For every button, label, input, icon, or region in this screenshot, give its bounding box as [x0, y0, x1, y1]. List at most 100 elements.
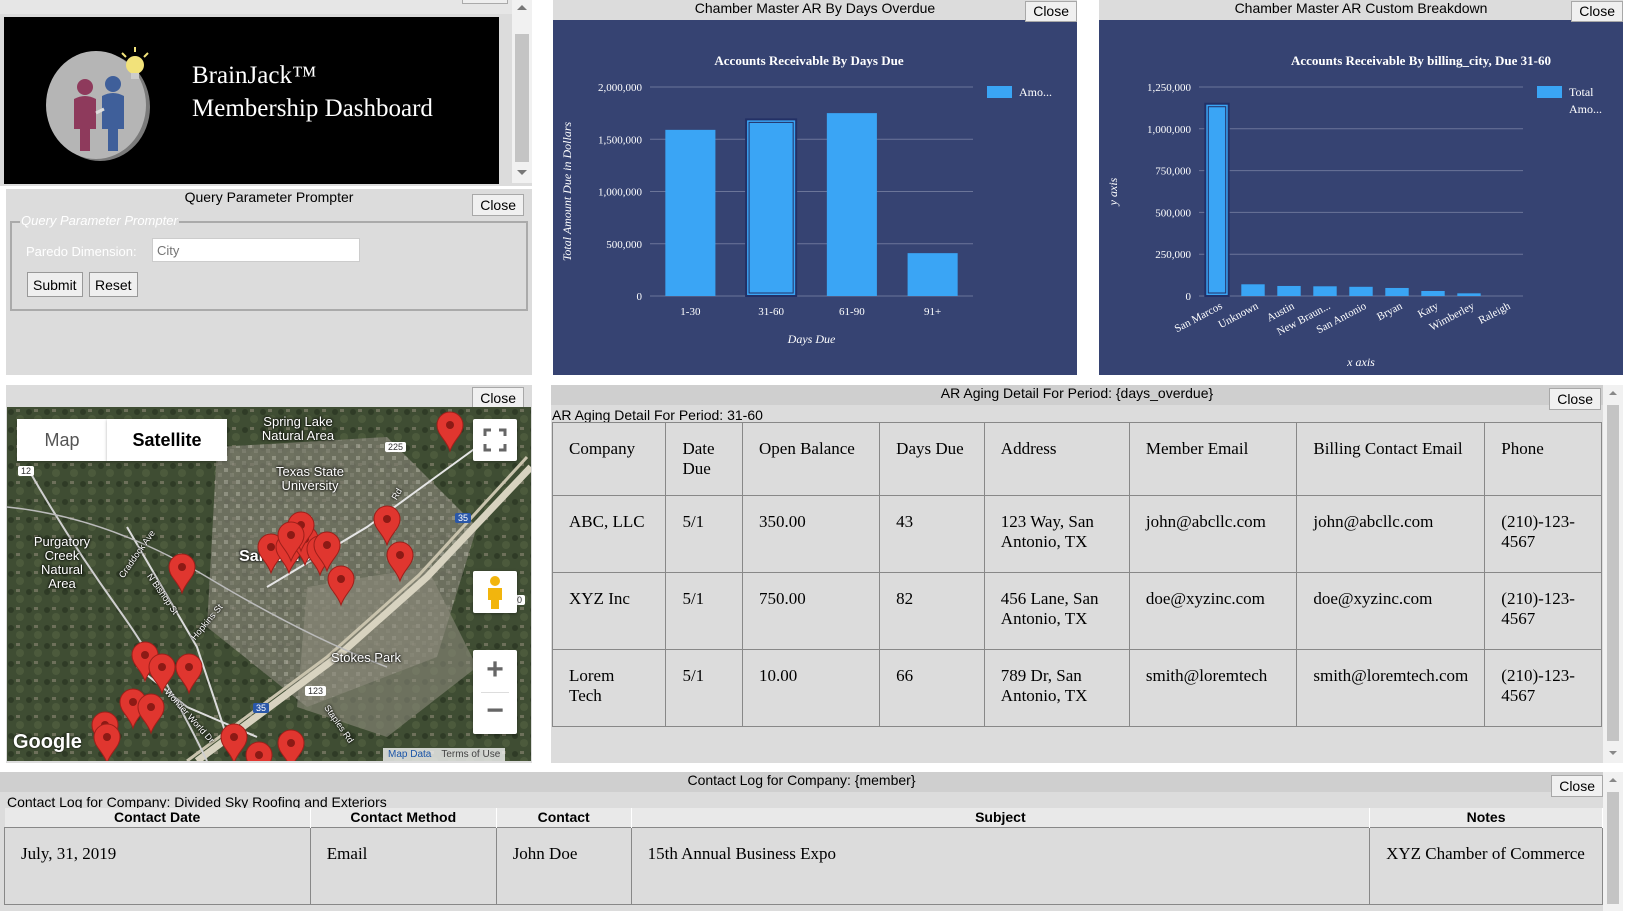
map-marker-icon[interactable]	[277, 729, 305, 761]
map-marker-icon[interactable]	[168, 553, 196, 595]
table-cell: 5/1	[665, 572, 744, 650]
table-row[interactable]: Lorem Tech 5/1 10.00 66 789 Dr, San Anto…	[551, 649, 1602, 727]
table-row[interactable]: July, 31, 2019 Email John Doe 15th Annua…	[4, 826, 1603, 905]
ar-custom-close-button[interactable]: Close	[1571, 1, 1623, 22]
logo-close-button[interactable]	[462, 0, 508, 4]
ar-days-chart-panel: Chamber Master AR By Days Overdue Close …	[553, 0, 1077, 375]
road-shield-12: 12	[18, 466, 35, 476]
table-row[interactable]: XYZ Inc 5/1 750.00 82 456 Lane, San Anto…	[551, 572, 1602, 650]
legend-label: Amo...	[1569, 102, 1602, 116]
chart-bar	[826, 113, 877, 296]
chart-bar	[1457, 293, 1481, 296]
road-shield-123: 123	[305, 686, 327, 696]
map-marker-icon[interactable]	[245, 741, 273, 761]
table-cell: July, 31, 2019	[4, 826, 311, 905]
contact-log-close-button[interactable]: Close	[1551, 775, 1603, 797]
x-tick-label: Unknown	[1216, 300, 1260, 331]
brand-subtitle: Membership Dashboard	[192, 95, 433, 122]
map-marker-icon[interactable]	[220, 723, 248, 761]
map-marker-icon[interactable]	[137, 693, 165, 735]
table-cell: 43	[879, 495, 985, 573]
map-marker-icon[interactable]	[436, 411, 464, 453]
scroll-up-arrow-icon[interactable]	[1609, 778, 1617, 782]
table-row[interactable]: ABC, LLC 5/1 350.00 43 123 Way, San Anto…	[551, 495, 1602, 573]
scroll-down-arrow-icon[interactable]	[1609, 751, 1617, 755]
table-cell: doe@xyzinc.com	[1296, 572, 1486, 650]
map-marker-icon[interactable]	[148, 653, 176, 695]
map-data-link[interactable]: Map Data	[388, 749, 432, 760]
x-tick-label: Bryan	[1375, 300, 1405, 323]
query-fieldset	[10, 221, 528, 311]
map-marker-icon[interactable]	[313, 531, 341, 573]
column-header: Contact Date	[4, 808, 311, 827]
x-tick-label: 61-90	[839, 306, 865, 318]
column-header: Contact	[496, 808, 632, 827]
map-type-map-button[interactable]: Map	[17, 419, 107, 461]
table-cell: Lorem Tech	[551, 649, 667, 727]
x-tick-label: Raleigh	[1477, 300, 1513, 327]
table-cell: 82	[879, 572, 985, 650]
ar-aging-table: Company Date Due Open Balance Days Due A…	[551, 422, 1602, 727]
ar-days-chart-title: Chamber Master AR By Days Overdue	[553, 0, 1077, 20]
fullscreen-button[interactable]	[473, 419, 517, 461]
street-view-pegman[interactable]	[473, 571, 517, 613]
google-logo: Google	[13, 731, 82, 753]
ar-days-close-button[interactable]: Close	[1025, 1, 1077, 22]
legend-label: Amo...	[1019, 85, 1052, 99]
map-marker-icon[interactable]	[373, 505, 401, 547]
fullscreen-icon	[483, 428, 507, 452]
zoom-in-button[interactable]: +	[486, 653, 504, 686]
map-marker-icon[interactable]	[386, 541, 414, 583]
y-tick-label: 0	[1186, 291, 1192, 303]
table-cell: john@abcllc.com	[1296, 495, 1486, 573]
table-cell: 15th Annual Business Expo	[630, 826, 1371, 905]
map-marker-icon[interactable]	[327, 565, 355, 607]
column-header: Days Due	[879, 422, 985, 496]
logo-panel-scrollbar[interactable]	[512, 0, 532, 183]
scroll-up-arrow-icon[interactable]	[1609, 391, 1617, 395]
map-marker-icon[interactable]	[175, 653, 203, 695]
paredo-dimension-input[interactable]	[152, 238, 360, 262]
map-marker-icon[interactable]	[277, 521, 305, 563]
chart-bar-highlight	[1207, 106, 1227, 294]
x-axis-label: Days Due	[787, 332, 836, 346]
satellite-map[interactable]: Map Satellite Spring Lake Natural Area T…	[7, 407, 531, 761]
query-close-button[interactable]: Close	[472, 194, 524, 216]
x-tick-label: 1-30	[680, 306, 701, 318]
road-shield-225: 225	[385, 442, 407, 452]
table-cell: 10.00	[742, 649, 881, 727]
scroll-up-arrow-icon[interactable]	[517, 5, 527, 10]
contact-log-scrollbar[interactable]	[1603, 772, 1623, 911]
map-terrain	[7, 407, 531, 761]
scroll-thumb[interactable]	[1607, 405, 1619, 741]
chart-title: Accounts Receivable By billing_city, Due…	[1291, 53, 1551, 68]
table-cell: 789 Dr, San Antonio, TX	[983, 649, 1130, 727]
map-close-button[interactable]: Close	[472, 387, 524, 409]
scroll-thumb[interactable]	[1607, 792, 1619, 904]
submit-button[interactable]: Submit	[27, 272, 83, 297]
table-cell: Email	[309, 826, 497, 905]
column-header: Member Email	[1128, 422, 1298, 496]
ar-detail-close-button[interactable]: Close	[1549, 388, 1601, 410]
table-cell: XYZ Chamber of Commerce	[1369, 826, 1603, 905]
zoom-out-button[interactable]: −	[486, 694, 504, 727]
terms-of-use-link[interactable]: Terms of Use	[441, 749, 501, 760]
road-shield-35-south: 35	[253, 703, 270, 713]
map-type-satellite-button[interactable]: Satellite	[107, 419, 227, 461]
table-cell: smith@loremtech.com	[1296, 649, 1486, 727]
contact-log-panel: Contact Log for Company: {member} Close …	[0, 772, 1603, 911]
table-cell: XYZ Inc	[551, 572, 667, 650]
query-legend: Query Parameter Prompter	[20, 213, 179, 228]
map-marker-icon[interactable]	[93, 723, 121, 761]
y-tick-label: 1,000,000	[1147, 124, 1192, 136]
pegman-icon	[488, 576, 502, 609]
ar-detail-scrollbar[interactable]	[1603, 385, 1623, 763]
scroll-thumb[interactable]	[515, 34, 529, 162]
reset-button[interactable]: Reset	[89, 272, 138, 297]
legend-label: Total	[1569, 85, 1594, 99]
ar-detail-subtitle: AR Aging Detail For Period: 31-60	[552, 407, 763, 423]
table-cell: (210)-123-4567	[1484, 495, 1602, 573]
scroll-down-arrow-icon[interactable]	[517, 170, 527, 175]
table-cell: john@abcllc.com	[1128, 495, 1298, 573]
column-header: Company	[551, 422, 667, 496]
